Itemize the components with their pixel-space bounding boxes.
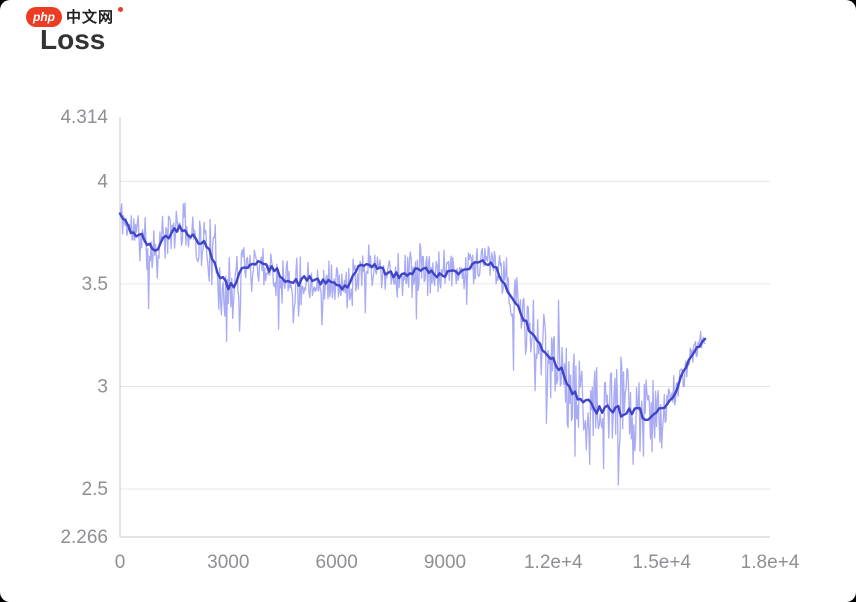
y-tick-label: 2.266: [60, 527, 108, 548]
y-tick-label: 4: [97, 171, 108, 192]
x-tick-label: 1.8e+4: [741, 552, 800, 573]
y-tick-label: 3.5: [82, 274, 108, 295]
logo-dot-icon: [118, 7, 124, 12]
raw-series-line: [119, 202, 706, 486]
x-tick-label: 6000: [316, 552, 358, 573]
php-logo-icon: php: [26, 6, 62, 27]
logo-text: 中文网: [66, 9, 115, 26]
site-logo: php 中文网: [26, 6, 124, 27]
x-tick-label: 1.5e+4: [632, 552, 691, 573]
x-tick-label: 1.2e+4: [524, 552, 583, 573]
x-tick-label: 0: [115, 552, 126, 573]
x-tick-label: 3000: [207, 552, 249, 573]
chart-title: Loss: [40, 24, 106, 55]
y-tick-label: 2.5: [82, 479, 108, 500]
smoothed-series-line: [118, 212, 707, 422]
x-tick-label: 9000: [424, 552, 466, 573]
y-tick-label: 4.314: [60, 107, 108, 128]
y-tick-label: 3: [97, 377, 108, 398]
